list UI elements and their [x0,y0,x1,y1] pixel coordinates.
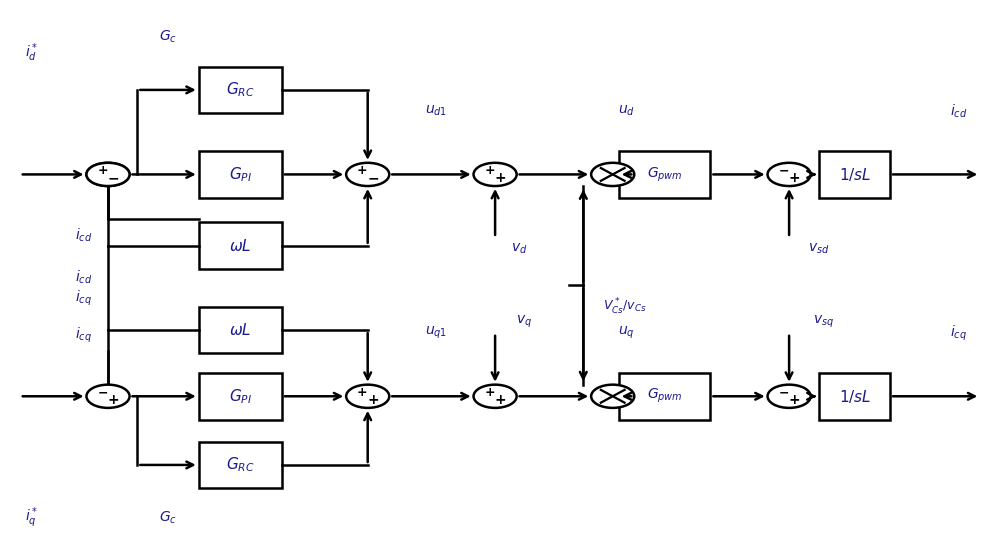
Bar [619,151,710,198]
Text: $v_q$: $v_q$ [516,314,533,330]
Text: $i_{cq}$: $i_{cq}$ [75,289,92,308]
Text: $v_{sd}$: $v_{sd}$ [808,241,829,255]
Text: −: − [90,173,102,187]
Text: $u_q$: $u_q$ [618,324,635,341]
Text: $u_d$: $u_d$ [618,104,635,118]
Text: $v_d$: $v_d$ [511,241,528,255]
Text: −: − [97,386,108,399]
Text: −: − [778,386,789,399]
Text: +: + [108,393,119,407]
Text: $\omega L$: $\omega L$ [229,322,251,338]
Text: −: − [108,171,119,185]
Text: +: + [484,386,495,399]
Text: $1/sL$: $1/sL$ [839,166,871,183]
Ellipse shape [86,163,130,186]
Text: +: + [495,393,506,407]
Ellipse shape [346,385,389,408]
Ellipse shape [768,385,811,408]
Bar [819,151,890,198]
Text: +: + [484,164,495,177]
Ellipse shape [474,163,517,186]
Text: $i_{cd}$: $i_{cd}$ [950,102,967,120]
Text: −: − [778,164,789,177]
Text: $G_c$: $G_c$ [159,29,177,45]
Ellipse shape [591,163,634,186]
Text: $u_{d1}$: $u_{d1}$ [425,104,447,118]
Text: $1/sL$: $1/sL$ [839,388,871,405]
Bar [199,151,282,198]
Bar [199,223,282,269]
Text: $G_{pwm}$: $G_{pwm}$ [647,165,682,184]
Text: $G_{RC}$: $G_{RC}$ [226,455,255,474]
Text: −: − [367,171,379,185]
Text: +: + [357,386,368,399]
Text: $i_{cd}$: $i_{cd}$ [75,226,92,244]
Ellipse shape [346,163,389,186]
Bar [199,307,282,354]
Ellipse shape [591,385,634,408]
Text: +: + [367,393,379,407]
Bar [199,67,282,113]
Bar [199,373,282,419]
Ellipse shape [768,163,811,186]
Text: $G_{pwm}$: $G_{pwm}$ [647,387,682,405]
Text: $i_{cq}$: $i_{cq}$ [950,323,967,343]
Text: $i_q^*$: $i_q^*$ [25,506,38,530]
Text: $G_{PI}$: $G_{PI}$ [229,165,252,184]
Text: $v_{sq}$: $v_{sq}$ [813,314,834,330]
Bar [819,373,890,419]
Text: +: + [789,393,800,407]
Ellipse shape [86,385,130,408]
Text: +: + [357,164,368,177]
Text: $i_d^*$: $i_d^*$ [25,42,38,64]
Text: +: + [495,171,506,185]
Bar [619,373,710,419]
Text: $G_{RC}$: $G_{RC}$ [226,80,255,99]
Text: $i_{cq}$: $i_{cq}$ [75,326,92,345]
Text: $V_{Cs}^*/v_{Cs}$: $V_{Cs}^*/v_{Cs}$ [603,296,647,316]
Text: +: + [103,163,113,176]
Text: $\omega L$: $\omega L$ [229,238,251,254]
Text: +: + [97,164,108,177]
Text: +: + [789,171,800,185]
Text: $u_{q1}$: $u_{q1}$ [425,324,447,341]
Ellipse shape [474,385,517,408]
Text: $i_{cd}$: $i_{cd}$ [75,269,92,286]
Bar [199,441,282,488]
Text: $G_c$: $G_c$ [159,509,177,526]
Text: $G_{PI}$: $G_{PI}$ [229,387,252,406]
